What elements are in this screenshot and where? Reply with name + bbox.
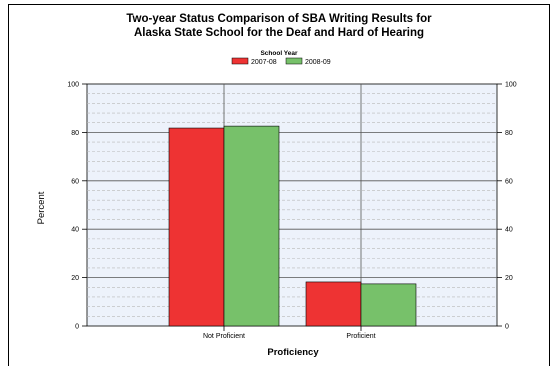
bar-proficient-2007-08 <box>305 281 362 327</box>
y-tick-label-left: 40 <box>71 227 79 234</box>
y-tick-label-left: 60 <box>71 178 79 185</box>
x-tick-label: Not Proficient <box>203 333 245 340</box>
bar-not-proficient-2007-08 <box>168 127 225 327</box>
x-axis-ticks: Not Proficient Proficient <box>203 326 376 340</box>
y-tick-label-right: 80 <box>505 130 513 137</box>
bar-proficient-2008-09 <box>360 283 417 327</box>
y-tick-label-left: 20 <box>71 275 79 282</box>
y-tick-label-right: 100 <box>505 82 517 89</box>
y-tick-label-right: 20 <box>505 275 513 282</box>
legend-label-2008-09: 2008-09 <box>305 59 331 66</box>
x-tick-label: Proficient <box>346 333 375 340</box>
y-tick-label-left: 100 <box>67 82 79 89</box>
y-tick-label-left: 0 <box>75 324 79 331</box>
legend-swatch-2008-09 <box>285 57 303 65</box>
legend-title: School Year <box>260 50 298 57</box>
legend-label-2007-08: 2007-08 <box>251 59 277 66</box>
plot-area <box>86 83 498 327</box>
chart-title-line-1: Two-year Status Comparison of SBA Writin… <box>126 13 432 25</box>
bar-not-proficient-2008-09 <box>223 125 280 327</box>
y-tick-label-left: 80 <box>71 130 79 137</box>
x-axis-label: Proficiency <box>267 347 319 358</box>
legend-swatch-2007-08 <box>231 57 249 65</box>
y-tick-label-right: 0 <box>505 324 509 331</box>
bars <box>168 125 417 327</box>
legend: 2007-08 2008-09 <box>231 57 331 66</box>
y-tick-label-right: 60 <box>505 178 513 185</box>
y-axis-label: Percent <box>36 191 47 224</box>
y-tick-label-right: 40 <box>505 227 513 234</box>
chart-title-line-2: Alaska State School for the Deaf and Har… <box>134 27 424 39</box>
y-axis-ticks: 0 0 20 20 40 40 60 60 80 80 100 100 <box>67 82 516 331</box>
